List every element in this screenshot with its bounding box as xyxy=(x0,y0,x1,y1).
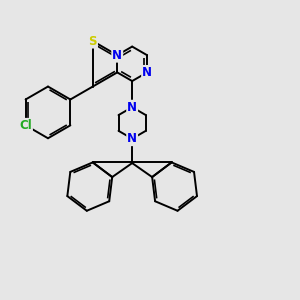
Text: N: N xyxy=(142,66,152,79)
Text: S: S xyxy=(88,34,97,48)
Text: Cl: Cl xyxy=(19,119,32,132)
Text: N: N xyxy=(112,49,122,62)
Text: N: N xyxy=(127,101,137,114)
Text: N: N xyxy=(127,132,137,145)
